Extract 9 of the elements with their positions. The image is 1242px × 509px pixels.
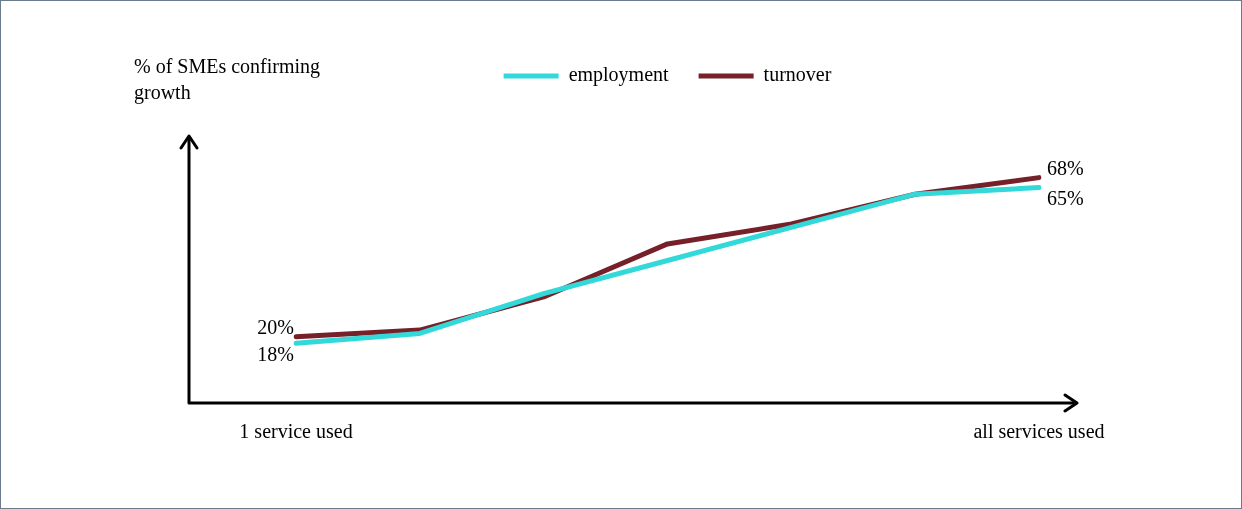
data-label: 18% — [257, 342, 294, 365]
legend-label: turnover — [763, 63, 832, 86]
data-label: 68% — [1047, 156, 1084, 179]
y-axis-title: % of SMEs confirming growth — [134, 55, 321, 105]
x-tick-label: 1 service used — [239, 420, 353, 443]
data-label: 20% — [257, 315, 294, 338]
legend-label: employment — [568, 63, 670, 87]
data-label: 65% — [1047, 186, 1084, 209]
x-tick-label: all services used — [973, 420, 1105, 443]
